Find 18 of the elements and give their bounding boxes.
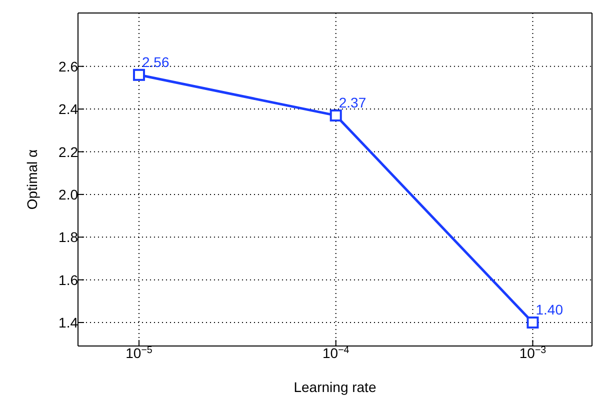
x-tick-label: 10$^{−4}$ <box>322 344 350 361</box>
y-tick-label: 2.6 <box>58 58 78 74</box>
x-tick-label: 10$^{−5}$ <box>126 344 153 361</box>
y-tick-label: 2.2 <box>58 144 78 160</box>
point <box>330 109 342 122</box>
y-tick-label: 1.4 <box>58 314 78 331</box>
x-axis-title: Learning rate <box>294 379 376 395</box>
data-label: 2.37 <box>338 94 366 110</box>
point <box>526 316 539 329</box>
y-tick-label: 1.6 <box>58 272 78 288</box>
y-tick-label: 2.4 <box>58 101 78 118</box>
data-label: 2.56 <box>142 54 170 70</box>
point <box>132 68 145 81</box>
data-label: 1.40 <box>536 302 564 318</box>
x-tick-label: 10$^{−3}$ <box>519 344 547 361</box>
y-tick-label: 1.8 <box>58 229 78 246</box>
y-axis-title: Optimal α <box>24 149 40 210</box>
y-tick-label: 2.0 <box>58 186 78 202</box>
